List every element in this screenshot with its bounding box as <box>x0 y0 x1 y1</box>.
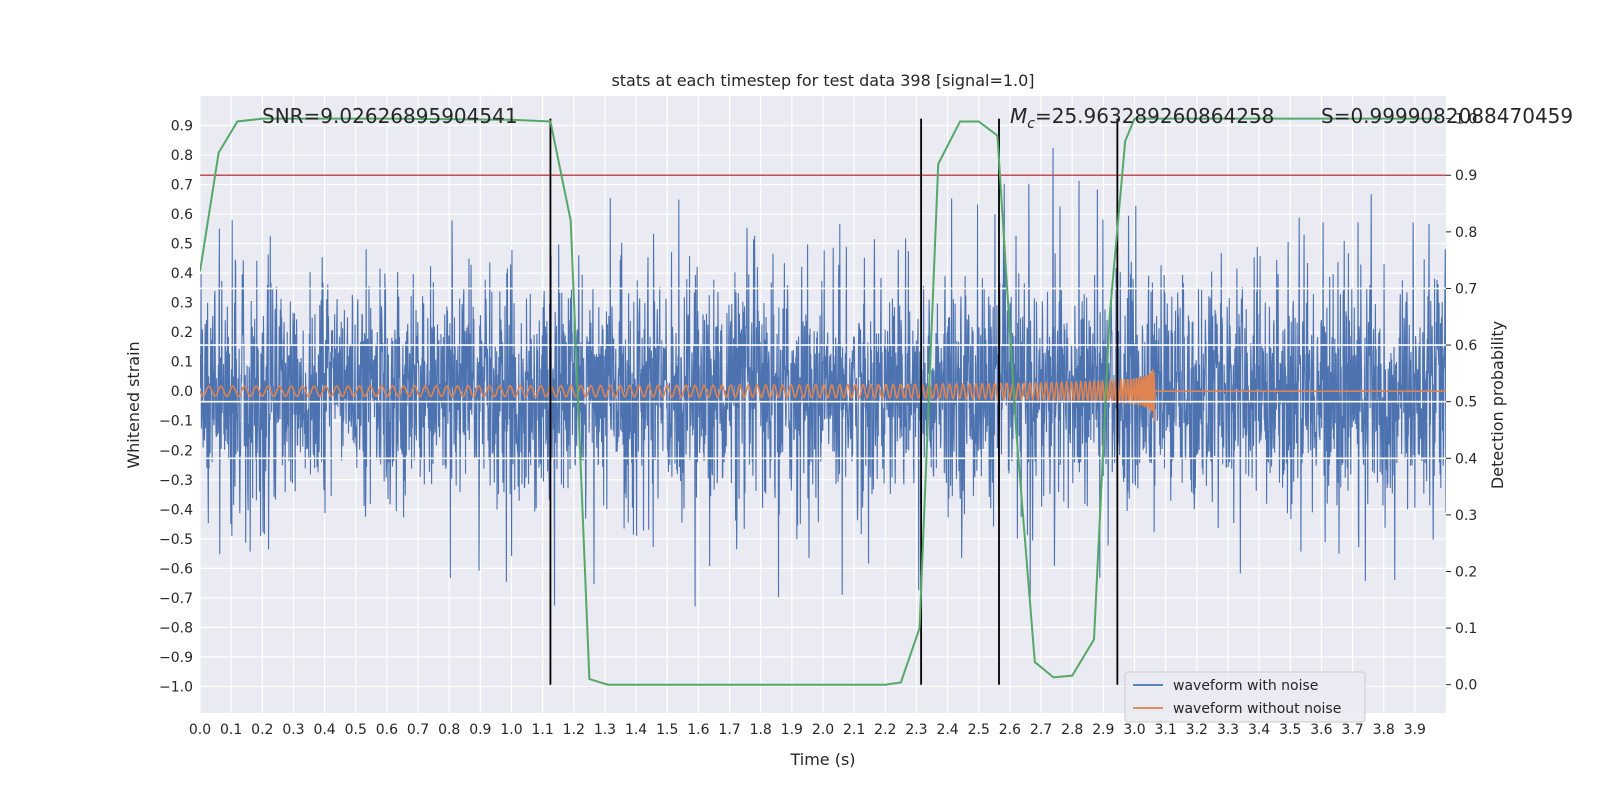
x-tick-label: 1.3 <box>594 722 616 738</box>
x-tick-label: 2.2 <box>874 722 896 738</box>
detection-probability-line <box>200 117 1440 686</box>
y-tick-label: −0.9 <box>159 650 193 666</box>
x-tick-label: 3.2 <box>1186 722 1208 738</box>
x-axis-label: Time (s) <box>789 750 855 769</box>
x-tick-label: 0.5 <box>345 722 367 738</box>
x-tick-label: 2.8 <box>1061 722 1083 738</box>
x-tick-label: 1.2 <box>563 722 585 738</box>
x-tick-label: 1.5 <box>656 722 678 738</box>
y-axis-label: Whitened strain <box>124 341 143 468</box>
y2-tick-label: 0.6 <box>1455 338 1477 354</box>
white-reference-lines <box>200 287 1446 460</box>
x-tick-label: 0.3 <box>282 722 304 738</box>
x-tick-label: 2.4 <box>936 722 958 738</box>
x-axis-ticks: 0.0 0.1 0.2 0.3 0.4 0.5 0.6 0.7 0.8 0.9 1.0 1.1 1.2 1… <box>189 722 1426 738</box>
x-tick-label: 0.7 <box>407 722 429 738</box>
y2-tick-label: 1.0 <box>1455 112 1477 128</box>
y-tick-label: −0.5 <box>159 532 193 548</box>
x-tick-label: 3.1 <box>1155 722 1177 738</box>
chirp-mass-value: =25.963289260864258 <box>1035 104 1274 128</box>
chirp-mass-symbol: M <box>1010 104 1027 128</box>
y-tick-label: −0.8 <box>159 620 193 636</box>
y2-tick-label: 0.5 <box>1455 395 1477 411</box>
score-annotation: S=0.9999082088470459 <box>1321 104 1573 128</box>
x-tick-label: 0.0 <box>189 722 211 738</box>
y-tick-label: 0.8 <box>171 148 193 164</box>
y-axis-ticks: 0.9 0.8 0.7 0.6 0.5 0.4 0.3 0.2 0.1 0.0 −0.1 −0.2 −0… <box>159 119 193 696</box>
y-tick-label: 0.9 <box>171 119 193 135</box>
x-tick-label: 3.8 <box>1373 722 1395 738</box>
x-tick-label: 1.9 <box>781 722 803 738</box>
x-tick-label: 0.9 <box>469 722 491 738</box>
y2-tick-label: 0.3 <box>1455 508 1477 524</box>
y-tick-label: −0.1 <box>159 414 193 430</box>
y2-tick-label: 0.1 <box>1455 621 1477 637</box>
x-tick-label: 1.0 <box>500 722 522 738</box>
y-tick-label: 0.5 <box>171 237 193 253</box>
x-tick-label: 3.4 <box>1248 722 1270 738</box>
series-waveform-without-noise <box>200 369 1446 422</box>
y2-axis-label: Detection probability <box>1488 321 1507 489</box>
y-tick-label: 0.7 <box>171 178 193 194</box>
x-tick-label: 1.6 <box>687 722 709 738</box>
y2-tick-label: 0.8 <box>1455 225 1477 241</box>
x-tick-label: 2.9 <box>1092 722 1114 738</box>
chirp-mass-subscript: c <box>1027 116 1035 132</box>
waveform-with-noise-line <box>200 147 1446 607</box>
y-tick-label: −0.6 <box>159 561 193 577</box>
legend-box <box>1124 671 1366 723</box>
x-tick-label: 3.9 <box>1404 722 1426 738</box>
x-tick-label: 2.5 <box>968 722 990 738</box>
x-tick-label: 3.6 <box>1310 722 1332 738</box>
y-tick-label: −1.0 <box>159 679 193 695</box>
y2-tick-label: 0.0 <box>1455 678 1477 694</box>
x-tick-label: 2.1 <box>843 722 865 738</box>
y2-tick-label: 0.9 <box>1455 168 1477 184</box>
legend-label-noisy: waveform with noise <box>1173 678 1318 694</box>
y-tick-label: 0.2 <box>171 325 193 341</box>
y-tick-label: −0.2 <box>159 443 193 459</box>
x-tick-label: 3.5 <box>1279 722 1301 738</box>
x-tick-label: 0.6 <box>376 722 398 738</box>
legend-label-clean: waveform without noise <box>1173 701 1341 717</box>
x-tick-label: 0.1 <box>220 722 242 738</box>
x-tick-label: 1.4 <box>625 722 647 738</box>
y-tick-label: 0.4 <box>171 266 193 282</box>
x-tick-label: 0.8 <box>438 722 460 738</box>
y2-tick-label: 0.7 <box>1455 281 1477 297</box>
x-tick-label: 1.7 <box>718 722 740 738</box>
y2-axis-ticks: 1.0 0.9 0.8 0.7 0.6 0.5 0.4 0.3 0.2 0.1 0.0 <box>1446 112 1477 694</box>
chirp-mass-annotation: Mc=25.963289260864258 <box>1010 104 1274 132</box>
x-tick-label: 0.2 <box>251 722 273 738</box>
legend: waveform with noise waveform without noi… <box>1124 671 1366 723</box>
x-tick-label: 0.4 <box>313 722 335 738</box>
y2-tick-label: 0.4 <box>1455 451 1477 467</box>
chart-title: stats at each timestep for test data 398… <box>611 71 1034 90</box>
y-tick-label: 0.0 <box>171 384 193 400</box>
y-tick-label: −0.4 <box>159 502 193 518</box>
x-tick-label: 3.0 <box>1123 722 1145 738</box>
series-detection-probability <box>200 117 1440 686</box>
y-tick-label: −0.7 <box>159 591 193 607</box>
y-tick-label: −0.3 <box>159 473 193 489</box>
x-tick-label: 2.0 <box>812 722 834 738</box>
snr-annotation: SNR=9.02626895904541 <box>262 104 518 128</box>
x-tick-label: 1.1 <box>532 722 554 738</box>
x-tick-label: 2.6 <box>999 722 1021 738</box>
x-tick-label: 1.8 <box>750 722 772 738</box>
x-tick-label: 3.3 <box>1217 722 1239 738</box>
series-waveform-with-noise <box>200 147 1446 607</box>
y-tick-label: 0.6 <box>171 207 193 223</box>
y-tick-label: 0.3 <box>171 296 193 312</box>
y2-tick-label: 0.2 <box>1455 564 1477 580</box>
x-tick-label: 3.7 <box>1341 722 1363 738</box>
y-tick-label: 0.1 <box>171 355 193 371</box>
waveform-without-noise-line <box>200 369 1446 422</box>
x-tick-label: 2.7 <box>1030 722 1052 738</box>
x-tick-label: 2.3 <box>905 722 927 738</box>
